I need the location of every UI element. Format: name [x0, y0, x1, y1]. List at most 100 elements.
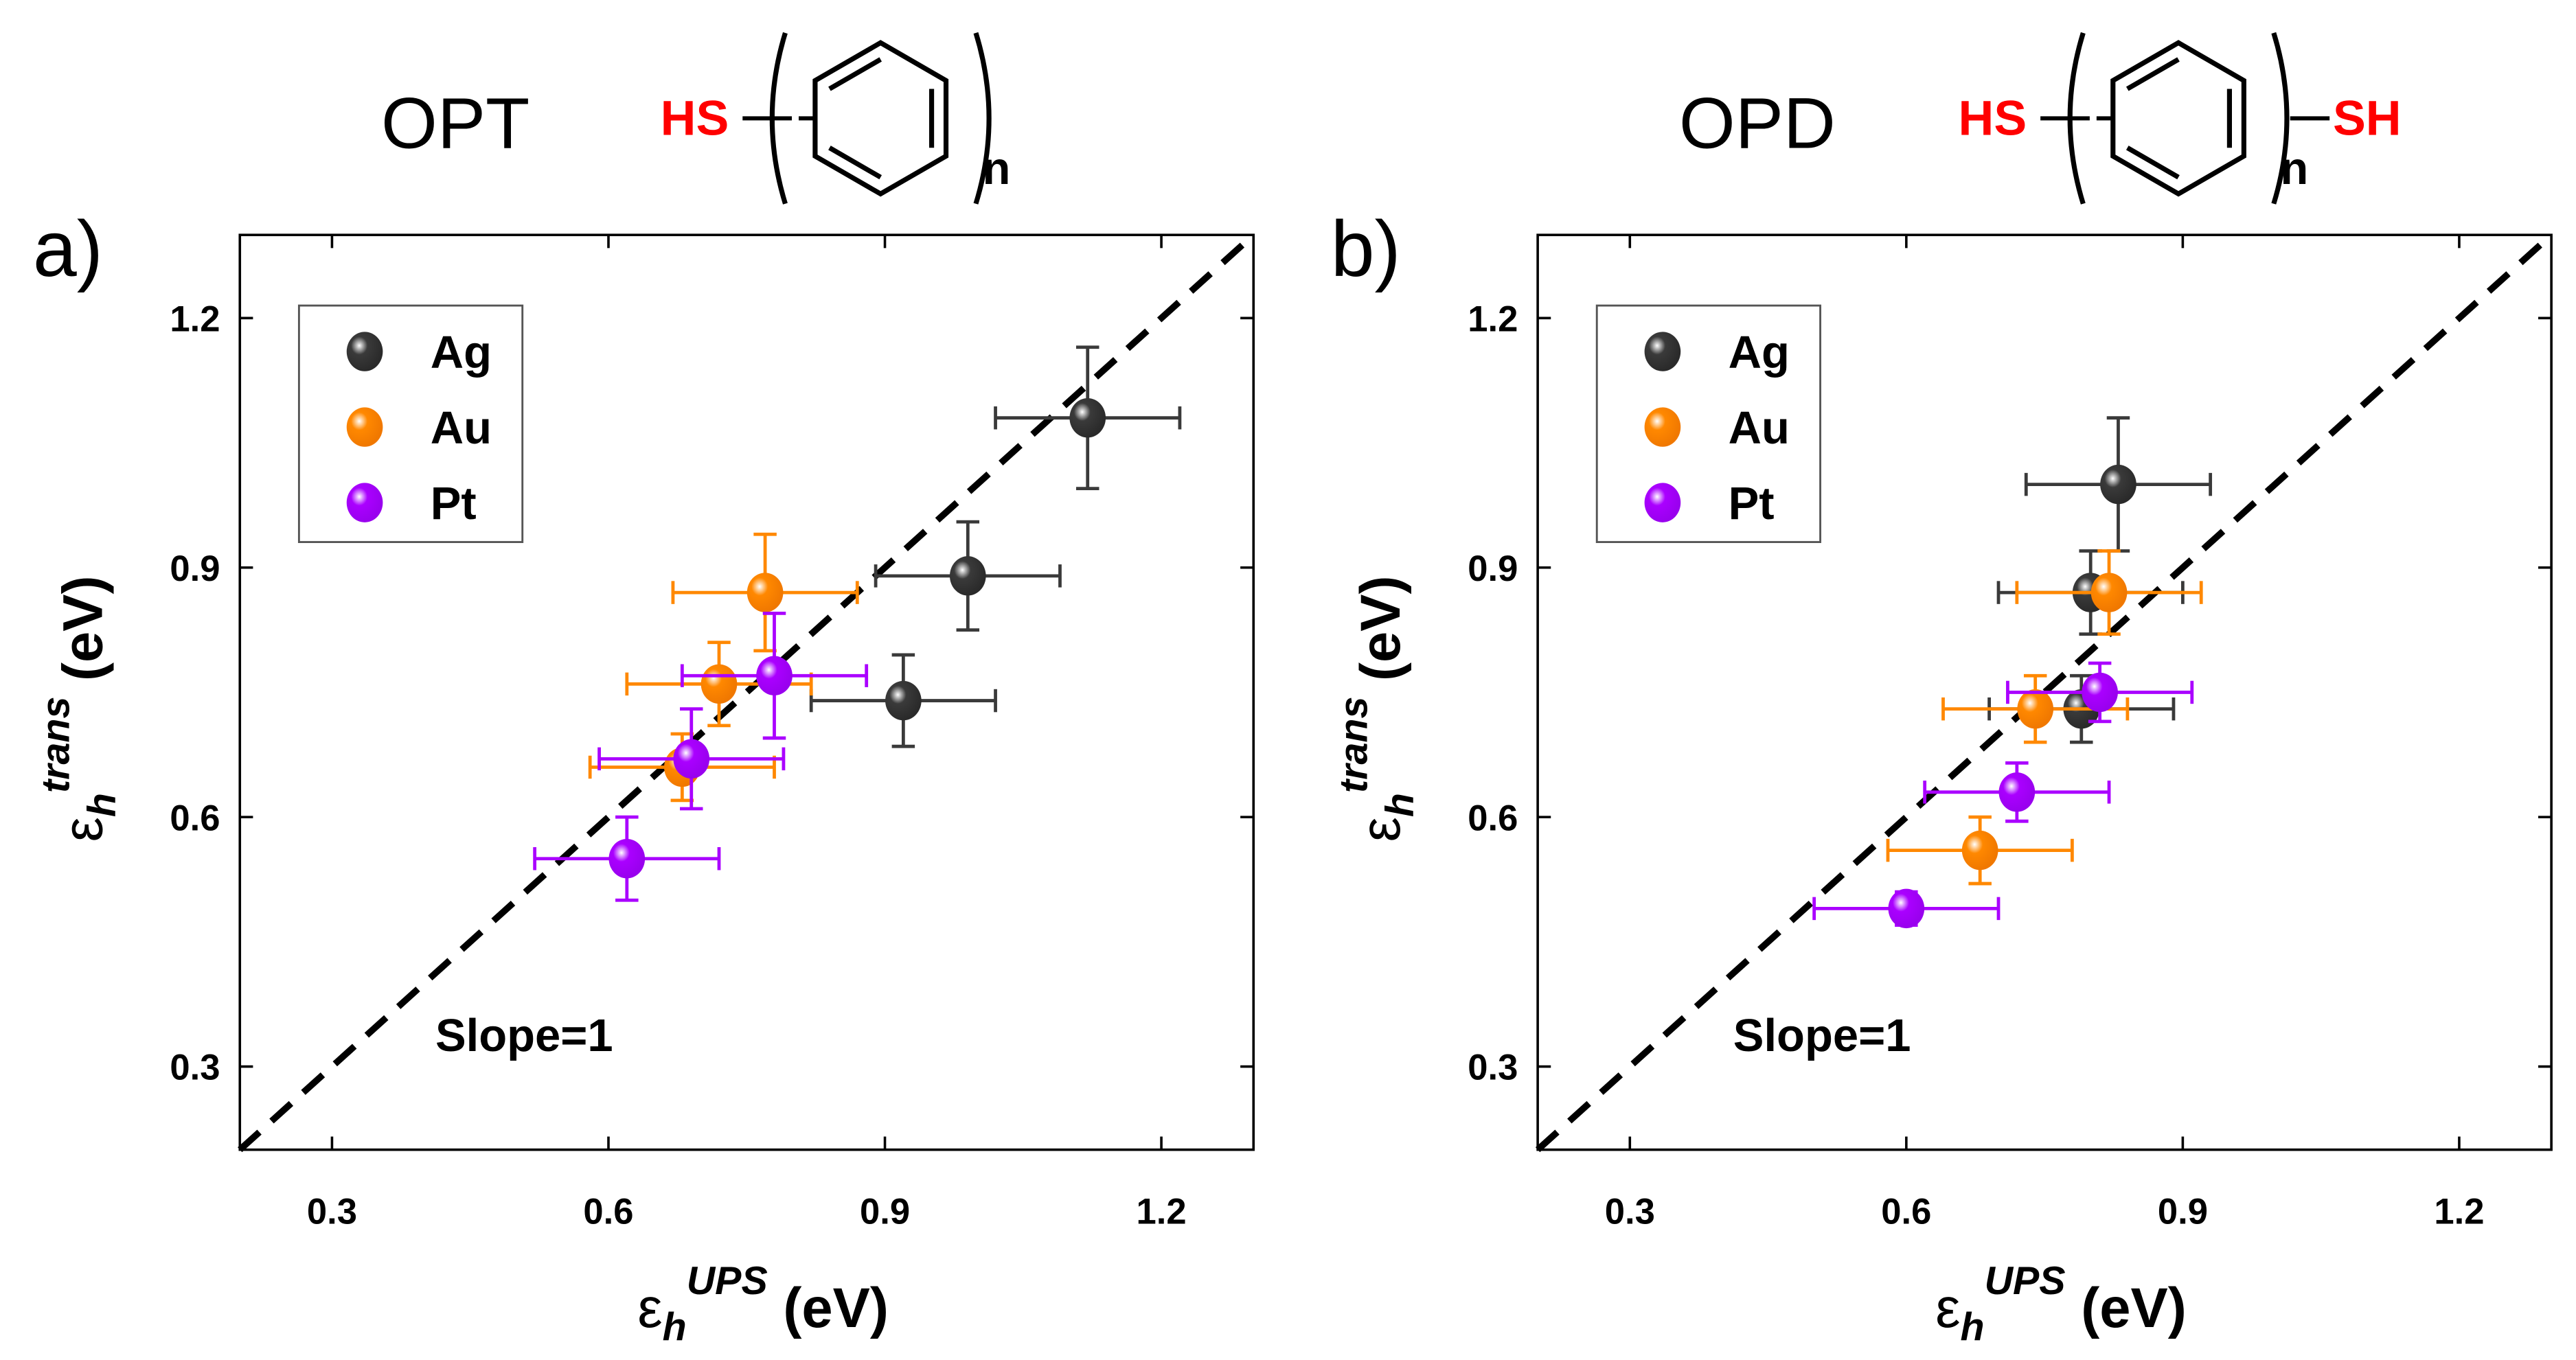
double-bond [2125, 146, 2180, 180]
y-label-part: trans [34, 697, 78, 793]
benzene-ring [2110, 40, 2246, 197]
thiol-group-left: HS [661, 91, 729, 146]
legend-label-ag: Ag [431, 327, 492, 378]
data-point [756, 656, 793, 695]
x-tick-label: 0.3 [1605, 1191, 1655, 1232]
legend-box [1595, 304, 1822, 543]
bracket-left [769, 32, 788, 205]
y-label-part: ε [1349, 817, 1412, 842]
thiol-group-left: HS [1959, 91, 2027, 146]
legend-label-pt: Pt [1729, 478, 1775, 529]
legend-label-pt: Pt [431, 478, 477, 529]
legend-marker-ag [346, 332, 383, 371]
y-axis-label: εhtrans (eV) [1332, 575, 1422, 842]
slope-annotation: Slope=1 [1733, 1010, 1911, 1061]
legend: Ag Au Pt [1595, 304, 1822, 543]
data-point [949, 556, 986, 596]
y-label-part: ε [52, 817, 114, 842]
x-label-part: UPS [1985, 1259, 2066, 1303]
thiol-group-right: SH [2333, 91, 2402, 146]
series-ag [809, 345, 1182, 748]
x-label-part: ε [1935, 1277, 1960, 1339]
panel-label: b) [1331, 205, 1401, 293]
x-tick-label: 0.6 [583, 1191, 633, 1232]
y-tick-label: 1.2 [170, 299, 220, 339]
benzene-ring [812, 40, 949, 197]
legend-marker-au [346, 407, 383, 447]
data-point [1998, 772, 2036, 812]
data-point [1069, 397, 1106, 438]
y-label-part: trans [1332, 697, 1376, 793]
x-label-part: h [1960, 1305, 1984, 1349]
bracket-right [2271, 32, 2290, 205]
y-tick-label: 0.9 [170, 549, 220, 589]
panel-opd: b) OPD HS n SH 0.3 0.6 0.9 1.2 0.3 0.6 0.9 1.2 εhUPS … [1331, 32, 2554, 1349]
double-bond [828, 146, 882, 180]
data-point [2082, 672, 2118, 713]
repeat-subscript: n [983, 143, 1011, 194]
repeat-subscript: n [2280, 143, 2308, 194]
y-tick-label: 0.6 [1468, 798, 1518, 838]
data-point [700, 664, 738, 704]
bracket-left [2067, 32, 2086, 205]
y-axis-label: εhtrans (eV) [34, 575, 124, 842]
x-tick-label: 1.2 [2434, 1191, 2484, 1232]
y-label-part: (eV) [1349, 575, 1412, 696]
legend-box [297, 304, 524, 543]
x-tick-label: 0.9 [2158, 1191, 2208, 1232]
y-label-part: h [80, 793, 124, 817]
x-label-part: UPS [687, 1259, 768, 1303]
data-point [673, 739, 710, 779]
plot-area [238, 233, 1255, 1151]
y-tick-label: 0.6 [170, 798, 220, 838]
panel-label: a) [33, 205, 103, 293]
molecule-structure: HS n SH [1959, 32, 2402, 205]
data-point [2090, 573, 2128, 612]
x-axis-label: εhUPS (eV) [1935, 1259, 2187, 1349]
legend-marker-au [1644, 407, 1681, 447]
legend-marker-pt [1644, 483, 1681, 522]
legend-marker-pt [346, 483, 383, 522]
slope-1-reference-line [238, 232, 1256, 1153]
double-bond [2125, 57, 2180, 91]
x-label-part: (eV) [768, 1277, 889, 1339]
slope-annotation: Slope=1 [435, 1010, 613, 1061]
series-pt [533, 611, 869, 902]
data-point [885, 680, 922, 721]
x-tick-label: 1.2 [1137, 1191, 1187, 1232]
x-tick-label: 0.3 [307, 1191, 357, 1232]
molecule-name: OPT [381, 83, 529, 163]
series-pt [1812, 661, 2194, 929]
x-label-part: (eV) [2066, 1277, 2187, 1339]
y-label-part: h [1378, 793, 1422, 817]
legend-label-ag: Ag [1729, 327, 1790, 378]
bracket-right [973, 32, 992, 205]
x-label-part: h [663, 1305, 687, 1349]
plot-area [1536, 233, 2553, 1151]
double-bond [828, 57, 882, 91]
data-point [1888, 888, 1925, 929]
data-point [746, 573, 784, 612]
data-point [2017, 689, 2054, 729]
y-tick-label: 0.9 [1468, 549, 1518, 589]
slope-1-reference-line [1535, 232, 2554, 1153]
molecule-structure: HS n [661, 32, 1011, 205]
series-au [1886, 549, 2203, 886]
legend-label-au: Au [1729, 402, 1790, 454]
y-tick-label: 0.3 [170, 1048, 220, 1088]
x-tick-label: 0.6 [1881, 1191, 1931, 1232]
legend-label-au: Au [431, 402, 492, 454]
x-label-part: ε [637, 1277, 662, 1339]
y-label-part: (eV) [52, 575, 114, 696]
legend: Ag Au Pt [297, 304, 524, 543]
data-point [2100, 464, 2136, 505]
data-point [608, 839, 646, 879]
x-tick-label: 0.9 [860, 1191, 910, 1232]
legend-marker-ag [1644, 332, 1681, 371]
y-tick-label: 1.2 [1468, 299, 1518, 339]
data-point [1961, 830, 1998, 871]
x-axis-label: εhUPS (eV) [637, 1259, 889, 1349]
series-au [588, 532, 859, 803]
